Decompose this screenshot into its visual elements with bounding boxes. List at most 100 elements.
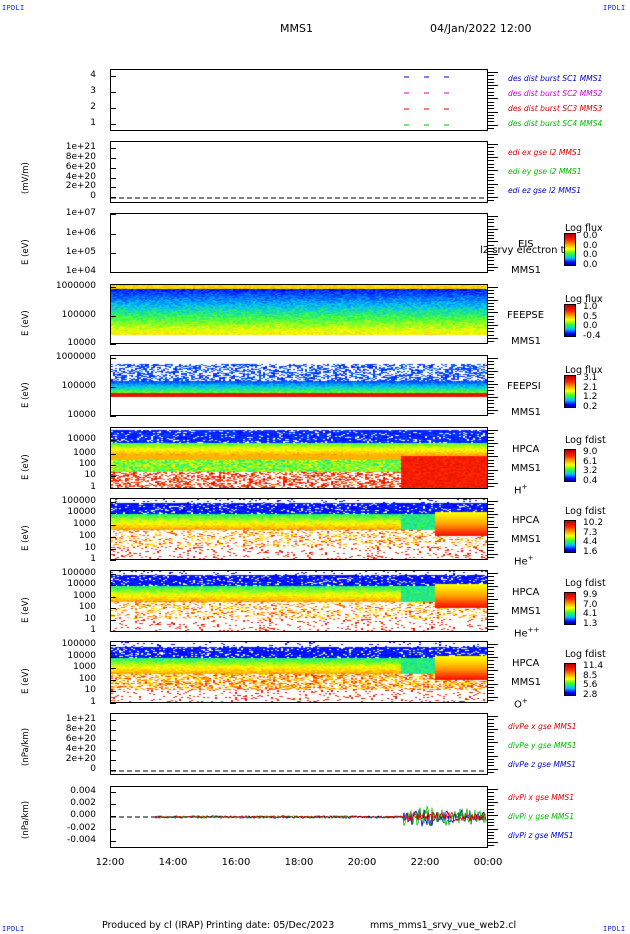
- hpca_hepp-ytick: 100: [78, 602, 96, 612]
- hpca_h-ytick-mark: [110, 465, 116, 466]
- hpca_he-ytick-mark: [110, 525, 116, 526]
- feepse-ytick-mark: [110, 287, 116, 288]
- species-symbol: H: [514, 485, 522, 497]
- panel-hpca_o: [110, 641, 488, 703]
- feepse-ytick: 10000: [67, 338, 96, 348]
- species-charge: +: [521, 483, 528, 491]
- burst-ytick-mark: [110, 108, 116, 109]
- divpi-ytick: 0.002: [70, 798, 96, 808]
- feepse-colorbar-tick: 1.0: [583, 302, 598, 312]
- hpca_he-colorbar-tick: 4.4: [583, 537, 598, 547]
- divpe-legend-1: divPe y gse MMS1: [508, 741, 577, 750]
- hpca_hepp-right-ticks: [488, 570, 498, 632]
- divpe-ytick: 2e+20: [65, 754, 96, 764]
- hpca_hepp-spectrogram: [111, 571, 487, 631]
- eis-spacecraft-label: MMS1: [511, 265, 541, 276]
- edi-legend-0: edi ex gse l2 MMS1: [508, 148, 582, 157]
- hpca_h-ytick: 100: [78, 459, 96, 469]
- hpca_he-colorbar-tick: 10.2: [583, 518, 604, 528]
- edi-legend-2: edi ez gse l2 MMS1: [508, 186, 582, 195]
- divpe-ytick-mark: [110, 720, 116, 721]
- divpe-ytick: 8e+20: [65, 724, 96, 734]
- divpi-ytick-mark: [110, 792, 116, 793]
- feepsi-right-ticks: [488, 355, 498, 416]
- feepsi-ytick-mark: [110, 416, 116, 417]
- edi-ytick: 4e+20: [65, 172, 96, 182]
- eis-instrument-label: EIS: [518, 239, 534, 250]
- hpca_he-ytick: 1000: [73, 519, 96, 529]
- hpca_h-ytick-mark: [110, 488, 116, 489]
- hpca_o-species-label: O+: [514, 697, 528, 710]
- hpca_h-colorbar-tick: 9.0: [583, 447, 598, 457]
- hpca_he-ytick-mark: [110, 537, 116, 538]
- hpca_he-instrument-label: HPCA: [512, 515, 540, 526]
- hpca_o-ytick-mark: [110, 645, 116, 646]
- feepse-colorbar-title: Log flux: [565, 294, 603, 305]
- divpi-legend-1: divPi y gse MMS1: [508, 812, 575, 821]
- hpca_h-ytick-mark: [110, 440, 116, 441]
- hpca_he-ytick: 1: [90, 554, 96, 564]
- feepsi-colorbar-tick: 3.1: [583, 373, 598, 383]
- edi-ytick: 8e+20: [65, 152, 96, 162]
- hpca_h-ytick-mark: [110, 454, 116, 455]
- divpi-ytick: 0.000: [70, 810, 96, 820]
- hpca_hepp-instrument-label: HPCA: [512, 587, 540, 598]
- divpi-right-ticks: [488, 786, 498, 848]
- divpe-ytick: 6e+20: [65, 734, 96, 744]
- feepsi-colorbar-tick: 1.2: [583, 392, 598, 402]
- feepsi-ytick: 10000: [67, 410, 96, 420]
- hpca_hepp-ytick: 1000: [73, 591, 96, 601]
- divpe-legend-2: divPe z gse MMS1: [508, 760, 577, 769]
- panel-eis: [110, 213, 488, 273]
- hpca_hepp-ytick: 10: [84, 614, 96, 624]
- hpca_h-spacecraft-label: MMS1: [511, 463, 541, 474]
- hpca_h-colorbar-tick: 6.1: [583, 456, 598, 467]
- hpca_he-colorbar-tick: 7.3: [583, 527, 598, 538]
- divpi-ytick-mark: [110, 816, 116, 817]
- hpca_o-ytick: 1000: [73, 662, 96, 672]
- eis-ytick: 1e+07: [65, 208, 96, 218]
- feepsi-spacecraft-label: MMS1: [511, 407, 541, 418]
- hpca_h-ytick-mark: [110, 476, 116, 477]
- feepse-colorbar-tick: -0.4: [583, 330, 601, 341]
- eis-ytick-mark: [110, 253, 116, 254]
- corner-label-br: IPDLI: [603, 925, 626, 933]
- hpca_hepp-spacecraft-label: MMS1: [511, 606, 541, 617]
- feepsi-colorbar-title: Log flux: [565, 365, 603, 376]
- hpca_o-ytick-mark: [110, 703, 116, 704]
- edi-ytick: 2e+20: [65, 181, 96, 191]
- divpi-ytick: 0.004: [70, 786, 96, 796]
- hpca_he-ytick-mark: [110, 513, 116, 514]
- species-symbol: He: [514, 556, 528, 568]
- x-tick-label: 00:00: [473, 857, 503, 868]
- divpi-ylabel: (nPa/km): [21, 800, 31, 839]
- divpi-legend-2: divPi z gse MMS1: [508, 831, 574, 840]
- burst-ytick: 1: [90, 118, 96, 128]
- edi-ytick: 1e+21: [65, 142, 96, 152]
- burst-ytick-mark: [110, 92, 116, 93]
- hpca_h-spectrogram: [111, 428, 487, 488]
- hpca_hepp-species-label: He++: [514, 626, 539, 639]
- divpe-ytick: 1e+21: [65, 714, 96, 724]
- plot-title: MMS1: [280, 22, 313, 35]
- hpca_o-colorbar-tick: 11.4: [583, 661, 604, 671]
- hpca_hepp-ytick-mark: [110, 608, 116, 609]
- divpi-ytick: -0.002: [66, 823, 96, 833]
- divpe-ytick-mark: [110, 750, 116, 751]
- feepse-ytick-mark: [110, 316, 116, 317]
- edi-ytick: 0: [90, 191, 96, 201]
- hpca_o-colorbar-tick: 5.6: [583, 680, 598, 690]
- hpca_he-ytick: 10000: [67, 507, 96, 517]
- hpca_he-ytick: 100000: [61, 496, 96, 506]
- hpca_h-colorbar-tick: 3.2: [583, 466, 598, 476]
- x-tick-label: 20:00: [347, 857, 377, 868]
- feepse-ytick: 100000: [61, 310, 96, 320]
- hpca_o-right-ticks: [488, 641, 498, 703]
- hpca_o-spectrogram: [111, 642, 487, 702]
- hpca_he-colorbar-tick: 1.6: [583, 546, 598, 557]
- plot-date: 04/Jan/2022 12:00: [430, 22, 532, 35]
- x-tick-label: 22:00: [410, 857, 440, 868]
- burst-ytick: 3: [90, 86, 96, 96]
- burst-legend-0: des dist burst SC1 MMS1: [508, 74, 603, 83]
- divpe-ytick-mark: [110, 770, 116, 771]
